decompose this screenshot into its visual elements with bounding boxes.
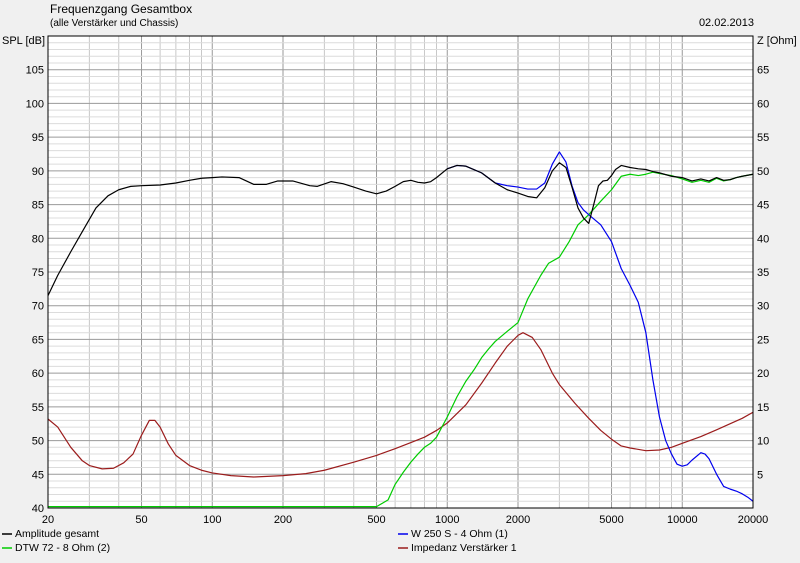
y-tick-label-left: 85 [32,200,44,212]
y-tick-label-left: 90 [32,166,44,178]
y-tick-label-left: 40 [32,503,44,515]
y-tick-label-left: 95 [32,132,44,144]
plot-border [47,35,754,509]
y-tick-label-left: 45 [32,469,44,481]
grid [47,36,754,508]
x-tick-label: 2000 [506,514,530,526]
x-tick-label: 200 [274,514,292,526]
y-tick-label-left: 65 [32,334,44,346]
legend-entry: Amplitude gesamt [15,528,99,540]
x-tick-label: 20 [42,514,54,526]
x-tick-label: 5000 [599,514,623,526]
x-tick-label: 20000 [738,514,769,526]
series-line-1 [447,151,754,502]
y-axis-right-label: Z [Ohm] [757,35,797,47]
y-tick-label-right: 10 [757,436,769,448]
series-line-0 [47,162,754,296]
y-tick-label-right: 40 [757,233,769,245]
legend-entry: W 250 S - 4 Ohm (1) [411,528,508,540]
y-tick-label-left: 50 [32,436,44,448]
x-tick-label: 500 [367,514,385,526]
chart-date: 02.02.2013 [699,17,754,29]
curves [47,151,754,508]
y-tick-label-right: 65 [757,65,769,77]
y-tick-label-left: 75 [32,267,44,279]
y-tick-label-left: 70 [32,301,44,313]
tick-labels: 20 50 100 200 500 1000 2000 5000 10000 20000 40 45 5… [26,65,770,526]
y-tick-label-right: 45 [757,200,769,212]
y-tick-label-right: 55 [757,132,769,144]
chart-subtitle: (alle Verstärker und Chassis) [50,18,178,29]
y-tick-label-left: 55 [32,402,44,414]
y-tick-label-right: 15 [757,402,769,414]
y-tick-label-right: 35 [757,267,769,279]
y-tick-label-left: 60 [32,368,44,380]
x-tick-label: 100 [203,514,221,526]
y-tick-label-right: 25 [757,334,769,346]
y-tick-label-right: 30 [757,301,769,313]
legend: Amplitude gesamt DTW 72 - 8 Ohm (2) W 250 … [2,528,517,554]
y-tick-label-right: 20 [757,368,769,380]
y-tick-label-left: 80 [32,233,44,245]
y-tick-label-right: 5 [757,469,763,481]
x-tick-label: 1000 [435,514,459,526]
legend-entry: DTW 72 - 8 Ohm (2) [15,542,110,554]
chart-title: Frequenzgang Gesamtbox [50,2,192,16]
y-axis-left-label: SPL [dB] [2,35,45,47]
y-tick-label-right: 60 [757,98,769,110]
y-tick-label-left: 105 [26,65,44,77]
y-tick-label-right: 50 [757,166,769,178]
x-tick-label: 50 [135,514,147,526]
series-line-3 [47,332,754,478]
x-tick-label: 10000 [667,514,698,526]
series-line-2 [48,171,754,508]
y-tick-label-left: 100 [26,98,44,110]
legend-entry: Impedanz Verstärker 1 [411,542,517,554]
